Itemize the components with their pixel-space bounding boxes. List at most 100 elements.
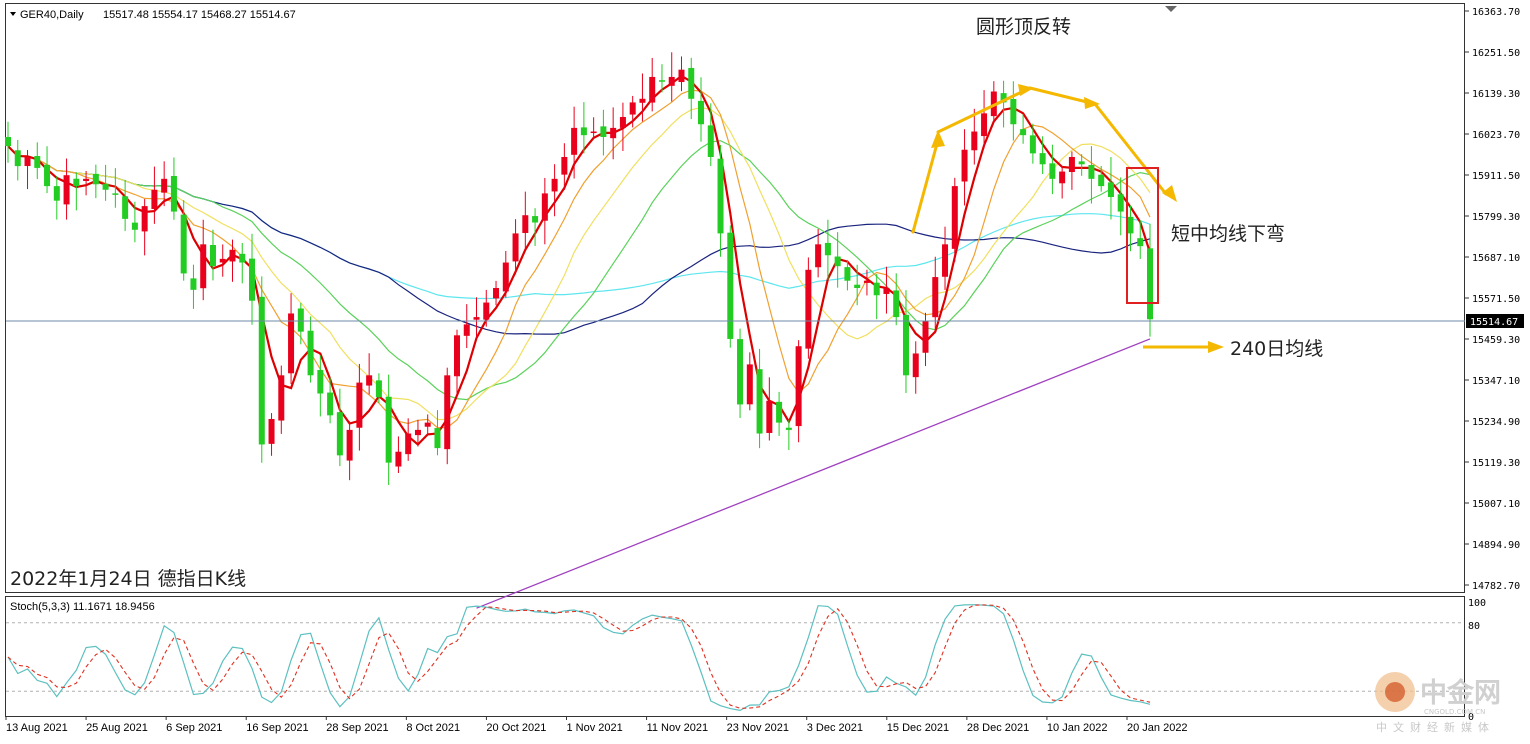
candle-body xyxy=(219,258,226,263)
candle-body xyxy=(649,76,656,103)
watermark: 中金网 CNGOLD.COM.CN 中文财经新媒体 xyxy=(1375,672,1501,734)
stoch-plot-frame xyxy=(5,596,1465,717)
candle-body xyxy=(24,157,31,167)
candle-body xyxy=(44,164,51,187)
symbol-dropdown-icon[interactable] xyxy=(10,12,16,16)
y-tick-label: 15347.10 xyxy=(1472,376,1520,387)
y-axis: 16363.70 16251.50 16139.30 16023.70 15911.50… xyxy=(1465,7,1520,592)
candle-body xyxy=(883,287,890,294)
y-tick-label: 15571.50 xyxy=(1472,294,1520,305)
candle-body xyxy=(434,428,441,449)
candle-body xyxy=(658,80,665,82)
candle-body xyxy=(932,277,939,318)
candle-body xyxy=(727,232,734,339)
candle-body xyxy=(863,280,870,283)
x-tick-label: 11 Nov 2021 xyxy=(647,722,709,734)
candle-body xyxy=(424,422,431,427)
candle-body xyxy=(1029,135,1036,154)
symbol-label: GER40,Daily xyxy=(20,9,84,21)
candle-body xyxy=(73,178,80,187)
candle-body xyxy=(737,339,744,405)
candle-body xyxy=(571,127,578,155)
candle-body xyxy=(541,193,548,221)
candle-body xyxy=(580,127,587,136)
candle-body xyxy=(414,429,421,436)
candle-body xyxy=(336,412,343,456)
candle-body xyxy=(1137,238,1144,247)
x-tick-label: 20 Oct 2021 xyxy=(486,722,546,734)
candle-body xyxy=(1098,174,1105,187)
candle-body xyxy=(375,380,382,398)
x-tick-label: 6 Sep 2021 xyxy=(166,722,222,734)
candle-body xyxy=(854,284,861,288)
collapse-arrow-icon[interactable] xyxy=(1165,6,1177,12)
candle-body xyxy=(307,330,314,376)
candle-body xyxy=(639,98,646,103)
ma240-label: 240日均线 xyxy=(1230,338,1323,360)
x-tick-label: 8 Oct 2021 xyxy=(406,722,460,734)
candle-body xyxy=(34,156,41,168)
candle-body xyxy=(610,127,617,139)
candle-body xyxy=(346,429,353,461)
watermark-name: 中金网 xyxy=(1420,677,1501,709)
candle-body xyxy=(170,176,177,212)
chart-caption: 2022年1月24日 德指日K线 xyxy=(10,568,246,590)
candle-body xyxy=(619,116,626,128)
candle-body xyxy=(1117,194,1124,212)
y-tick-label: 15007.10 xyxy=(1472,499,1520,510)
candle-body xyxy=(1107,182,1114,198)
y-tick-label: 16363.70 xyxy=(1472,7,1520,18)
candle-body xyxy=(453,335,460,377)
candle-body xyxy=(366,375,373,386)
candle-body xyxy=(951,186,958,249)
candle-body xyxy=(493,287,500,299)
last-price-label: 15514.67 xyxy=(1470,317,1518,328)
rounding-top-arrows xyxy=(911,86,1168,234)
x-tick-label: 20 Jan 2022 xyxy=(1127,722,1188,734)
candle-body xyxy=(190,278,197,290)
candle-body xyxy=(1049,163,1056,179)
stoch-tick-label: 100 xyxy=(1468,598,1486,609)
candle-body xyxy=(776,401,783,423)
candle-body xyxy=(102,183,109,190)
moving-averages-layer xyxy=(7,74,1152,447)
candle-body xyxy=(278,375,285,421)
y-tick-label: 15911.50 xyxy=(1472,171,1520,182)
candle-body xyxy=(200,244,207,289)
candle-body xyxy=(268,418,275,444)
y-tick-label: 14782.70 xyxy=(1472,581,1520,592)
rounding-top-label: 圆形顶反转 xyxy=(976,16,1071,38)
x-tick-label: 23 Nov 2021 xyxy=(727,722,789,734)
candle-body xyxy=(209,245,216,267)
ma-red-line xyxy=(7,74,1152,447)
candle-body xyxy=(327,392,334,416)
candle-body xyxy=(981,113,988,137)
candle-body xyxy=(356,382,363,428)
candle-body xyxy=(815,244,822,268)
candle-body xyxy=(961,149,968,182)
candle-body xyxy=(824,242,831,256)
candle-body xyxy=(239,253,246,263)
candle-body xyxy=(14,150,21,167)
candle-body xyxy=(297,308,304,332)
ma-orange-line xyxy=(7,89,1151,429)
candle-body xyxy=(83,178,90,181)
candle-body xyxy=(522,215,529,233)
x-tick-label: 16 Sep 2021 xyxy=(246,722,308,734)
ohlc-values: 15517.48 15554.17 15468.27 15514.67 xyxy=(103,9,296,21)
main-plot-frame xyxy=(5,3,1465,593)
y-tick-label: 16139.30 xyxy=(1472,89,1520,100)
candle-body xyxy=(1000,93,1007,103)
x-tick-label: 28 Sep 2021 xyxy=(326,722,388,734)
candle-body xyxy=(698,100,705,125)
candle-body xyxy=(1147,248,1153,320)
candle-body xyxy=(629,102,636,115)
watermark-tagline: 中文财经新媒体 xyxy=(1376,720,1495,734)
candle-body xyxy=(112,193,119,195)
ma240-line-layer xyxy=(476,338,1151,609)
candle-body xyxy=(717,158,724,234)
candle-body xyxy=(1078,161,1085,165)
arrowhead-3 xyxy=(1084,97,1100,109)
candle-body xyxy=(551,178,558,192)
candle-body xyxy=(922,320,929,353)
